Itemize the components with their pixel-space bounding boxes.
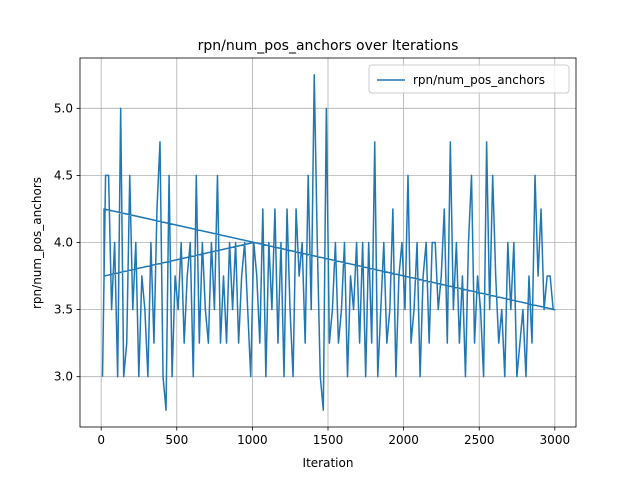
x-tick-label: 0	[97, 433, 105, 447]
y-tick-label: 3.5	[54, 303, 73, 317]
y-tick-label: 4.5	[54, 168, 73, 182]
legend-box	[368, 64, 570, 94]
y-tick-label: 3.0	[54, 370, 73, 384]
chart-title: rpn/num_pos_anchors over Iterations	[198, 38, 459, 54]
x-tick-label: 1000	[237, 433, 268, 447]
x-tick-label: 1500	[313, 433, 344, 447]
plot-frame	[79, 57, 577, 428]
x-tick-label: 2500	[464, 433, 495, 447]
data-line	[101, 74, 556, 411]
x-tick-label: 500	[165, 433, 188, 447]
legend-label: rpn/num_pos_anchors	[413, 73, 545, 87]
y-tick-label: 5.0	[54, 101, 73, 115]
x-tick-label: 3000	[540, 433, 571, 447]
y-tick-label: 4.0	[54, 236, 73, 250]
x-tick-label: 2000	[388, 433, 419, 447]
legend: rpn/num_pos_anchors	[368, 64, 570, 94]
y-axis-label: rpn/num_pos_anchors	[30, 177, 44, 309]
x-axis-label: Iteration	[303, 456, 354, 470]
